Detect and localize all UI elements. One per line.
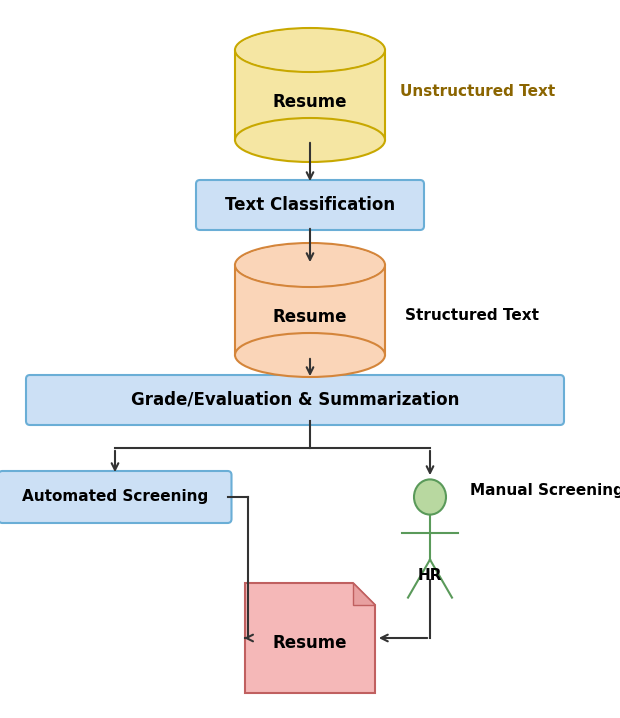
Polygon shape (245, 583, 375, 693)
Text: Unstructured Text: Unstructured Text (400, 85, 556, 100)
Bar (235, 50, 385, 140)
Ellipse shape (236, 29, 384, 70)
Text: Structured Text: Structured Text (405, 307, 539, 322)
Ellipse shape (235, 333, 385, 377)
FancyBboxPatch shape (26, 375, 564, 425)
Ellipse shape (236, 245, 384, 286)
Polygon shape (353, 583, 375, 605)
Bar (235, 265, 385, 355)
Text: Resume: Resume (273, 634, 347, 652)
Text: Text Classification: Text Classification (225, 196, 395, 214)
Ellipse shape (414, 480, 446, 515)
Ellipse shape (235, 118, 385, 162)
Text: Manual Screening: Manual Screening (470, 482, 620, 498)
Text: HR: HR (418, 567, 442, 582)
Ellipse shape (235, 28, 385, 72)
Text: Resume: Resume (273, 93, 347, 111)
Text: Grade/Evaluation & Summarization: Grade/Evaluation & Summarization (131, 391, 459, 409)
Text: Resume: Resume (273, 307, 347, 325)
Text: Automated Screening: Automated Screening (22, 490, 208, 505)
FancyBboxPatch shape (196, 180, 424, 230)
FancyBboxPatch shape (0, 471, 231, 523)
Ellipse shape (235, 243, 385, 287)
